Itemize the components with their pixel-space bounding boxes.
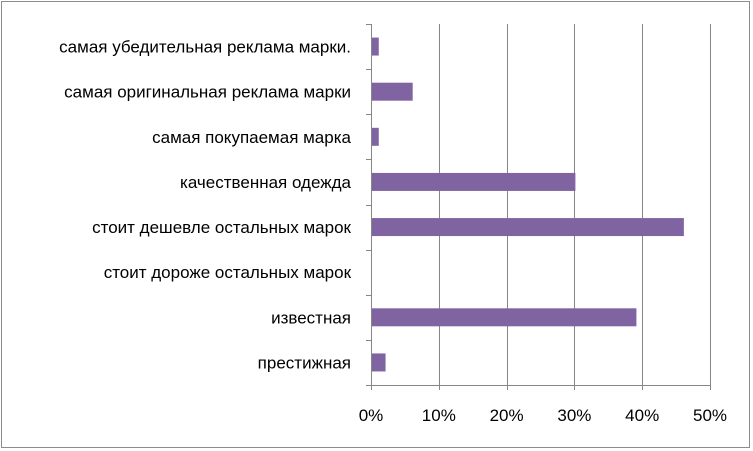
bar xyxy=(372,37,379,56)
x-tick-label: 20% xyxy=(490,406,524,425)
bar xyxy=(372,353,386,372)
x-tick-label: 30% xyxy=(557,406,591,425)
bar xyxy=(372,82,413,101)
x-tick-label: 0% xyxy=(359,406,384,425)
bar xyxy=(372,308,637,327)
bar xyxy=(372,172,576,191)
tick-labels: 0% 10% 20% 30% 40% 50% xyxy=(359,406,727,425)
x-tick-label: 50% xyxy=(693,406,727,425)
category-label: престижная xyxy=(258,353,351,372)
category-label: стоит дороже остальных марок xyxy=(104,263,352,282)
category-label: самая убедительная реклама марки. xyxy=(59,38,351,57)
bar xyxy=(372,127,379,146)
category-labels: самая убедительная реклама марки. самая о… xyxy=(59,38,351,373)
grid-lines xyxy=(439,24,711,385)
x-tick-label: 10% xyxy=(422,406,456,425)
category-label: качественная одежда xyxy=(180,173,352,192)
bar xyxy=(372,218,684,237)
x-tick-label: 40% xyxy=(625,406,659,425)
category-label: самая покупаемая марка xyxy=(152,128,351,147)
category-label: самая оригинальная реклама марки xyxy=(64,83,351,102)
bars xyxy=(372,37,684,372)
axes xyxy=(366,24,711,390)
category-label: стоит дешевле остальных марок xyxy=(92,218,351,237)
category-label: известная xyxy=(271,308,351,327)
